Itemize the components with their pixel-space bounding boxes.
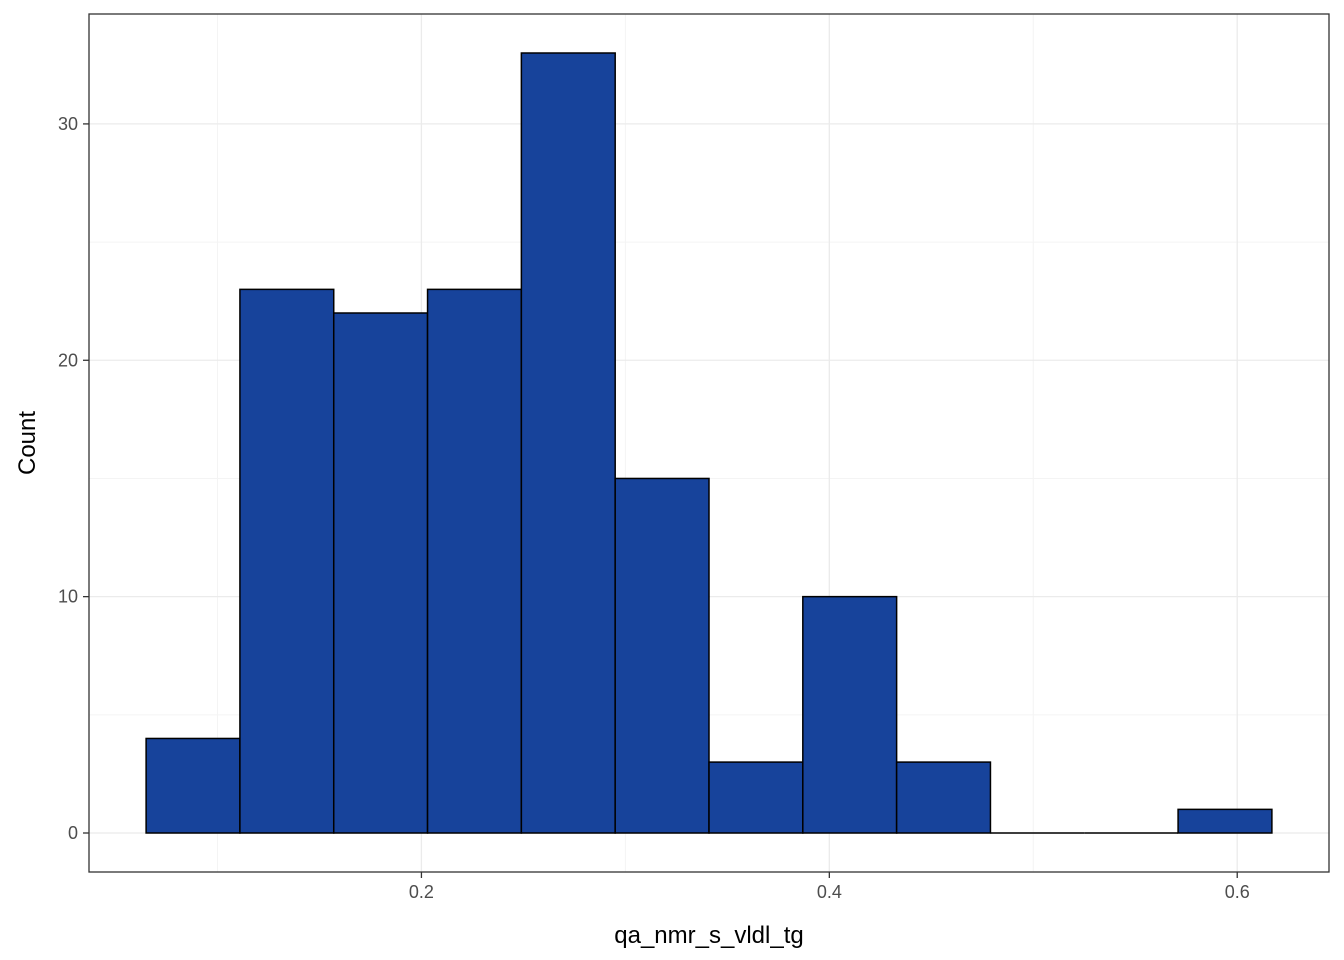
x-tick-label: 0.4: [817, 882, 842, 902]
histogram-bar: [520, 52, 616, 834]
histogram-bar: [332, 312, 429, 834]
histogram-bars: [145, 52, 1273, 834]
y-axis-title: Count: [14, 411, 41, 475]
y-tick-label: 0: [68, 823, 78, 843]
y-tick-label: 20: [58, 350, 78, 370]
histogram-bar: [239, 288, 335, 834]
y-tick-label: 10: [58, 587, 78, 607]
histogram-bar: [708, 761, 804, 834]
histogram-bar: [614, 477, 710, 834]
panel-border: [88, 13, 1330, 873]
x-tick-label: 0.6: [1225, 882, 1250, 902]
x-axis: 0.2 0.4 0.6: [409, 872, 1250, 902]
x-tick-label: 0.2: [409, 882, 434, 902]
histogram-bar: [145, 737, 241, 834]
y-axis: 0 10 20 30: [58, 114, 89, 843]
histogram-bar: [895, 761, 992, 834]
y-tick-label: 30: [58, 114, 78, 134]
x-axis-title: qa_nmr_s_vldl_tg: [614, 922, 803, 949]
histogram-bar: [426, 288, 523, 834]
histogram-bar: [802, 595, 898, 834]
histogram-bar: [1177, 808, 1273, 834]
